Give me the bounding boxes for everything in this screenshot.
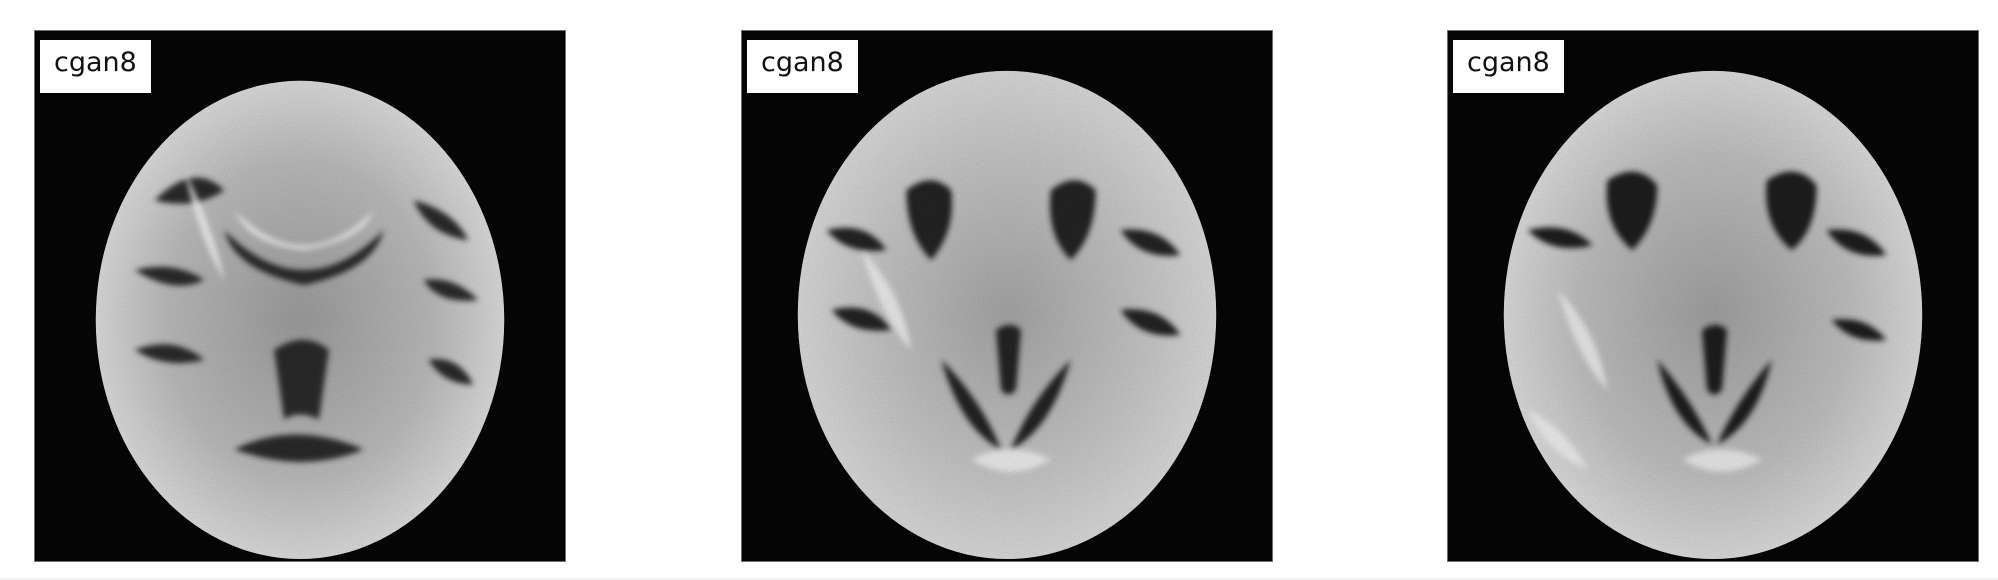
brain-mri-panel: cgan8 — [741, 30, 1273, 562]
brain-mri-image — [1503, 70, 1923, 560]
brain-mri-panel: cgan8 — [1447, 30, 1979, 562]
bottom-divider — [0, 578, 1998, 580]
brain-mri-panel: cgan8 — [34, 30, 566, 562]
brain-mri-image — [95, 80, 505, 560]
panel-label: cgan8 — [40, 40, 151, 93]
panel-label: cgan8 — [1453, 40, 1564, 93]
brain-mri-image — [797, 70, 1217, 560]
panel-label: cgan8 — [747, 40, 858, 93]
